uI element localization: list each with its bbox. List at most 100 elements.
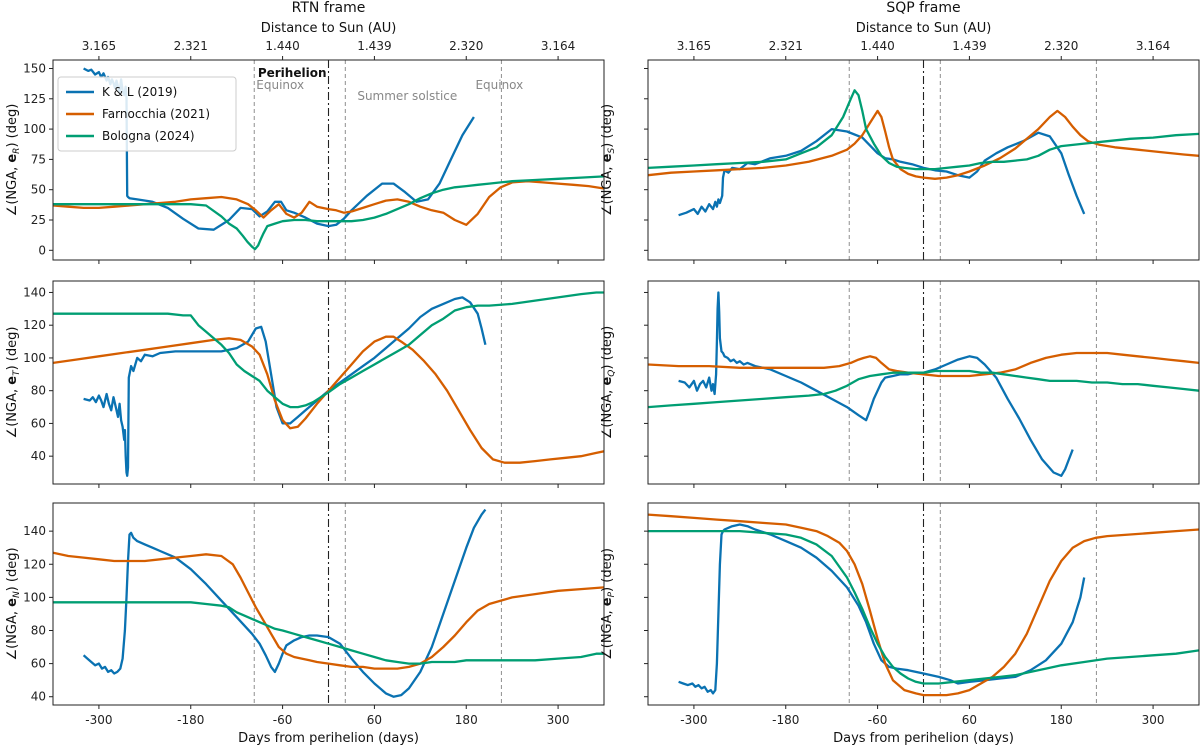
- y-axis-label-vector: e: [600, 153, 615, 162]
- series-line-far: [53, 335, 604, 464]
- y-tick-label: 150: [23, 61, 46, 75]
- y-axis-label-vector: e: [5, 598, 20, 607]
- series-line-bol: [648, 369, 1199, 409]
- y-axis-label-vector: e: [600, 377, 615, 386]
- x-tick-label: -180: [177, 713, 204, 727]
- y-tick-label: 40: [31, 449, 46, 463]
- panel-rtn-r: 0 25 50 75 100 125 150 ∠(NGA, eR) (deg): [5, 59, 605, 264]
- top-axis-label: Distance to Sun (AU): [856, 21, 992, 36]
- x-tick-label: 180: [455, 713, 478, 727]
- y-tick-label: 80: [31, 384, 46, 398]
- y-axis-label-tail: ) (deg): [600, 326, 615, 370]
- x-tick-label: -300: [680, 713, 707, 727]
- y-tick-label: 120: [23, 318, 46, 332]
- y-axis-label-sub: N: [12, 591, 22, 598]
- panel-frame: [52, 502, 605, 706]
- y-tick-label: 60: [31, 416, 46, 430]
- panel-frame: [647, 280, 1200, 485]
- y-tick-label: 100: [23, 590, 46, 604]
- y-tick-label: 80: [31, 623, 46, 637]
- series-line-kl: [678, 291, 1074, 477]
- y-axis-label-main: ∠(NGA,: [600, 606, 615, 660]
- column-title: RTN frame: [292, 0, 366, 16]
- y-axis-label: ∠(NGA, eQ) (deg): [600, 326, 617, 439]
- y-axis-label-tail: ) (deg): [5, 547, 20, 591]
- series-line-bol: [648, 89, 1199, 171]
- panel-frame: [647, 502, 1200, 706]
- y-axis-label-sub: S: [607, 148, 617, 154]
- y-tick-label: 60: [31, 657, 46, 671]
- y-tick-label: 75: [31, 152, 46, 166]
- panel-frame: [647, 59, 1200, 261]
- panel-frame: [52, 280, 605, 485]
- series-line-far: [53, 180, 604, 226]
- y-axis-label: ∠(NGA, eN) (deg): [5, 547, 22, 660]
- y-axis-label: ∠(NGA, eP) (deg): [600, 548, 617, 660]
- top-tick-label: 2.320: [449, 39, 483, 53]
- series-line-far: [53, 551, 604, 670]
- panel-sqp-p: -300 -180 -60 60 180 300 ∠(NGA, eP) (deg): [600, 502, 1200, 727]
- y-axis-label-main: ∠(NGA,: [5, 607, 20, 661]
- y-tick-label: 140: [23, 285, 46, 299]
- series-line-bol: [53, 601, 604, 665]
- top-tick-label: 3.165: [677, 39, 711, 53]
- y-axis-label-sub: T: [12, 369, 22, 376]
- legend-entry: Bologna (2024): [102, 129, 195, 143]
- x-tick-label: 300: [547, 713, 570, 727]
- x-tick-label: -60: [868, 713, 888, 727]
- event-label: Perihelion: [258, 66, 327, 80]
- panel-rtn-t: 40 60 80 100 120 140 ∠(NGA, eT) (deg): [5, 280, 605, 488]
- x-tick-label: -300: [85, 713, 112, 727]
- y-axis-label-sub: R: [12, 148, 22, 154]
- column-title: SQP frame: [886, 0, 960, 16]
- y-axis-label-tail: ) (deg): [5, 104, 20, 148]
- panel-sqp-s: ∠(NGA, eS) (deg): [600, 59, 1200, 264]
- y-axis-label-vector: e: [5, 376, 20, 385]
- y-axis-label-tail: ) (deg): [600, 548, 615, 592]
- y-tick-label: 140: [23, 524, 46, 538]
- event-label: Equinox: [475, 78, 523, 92]
- event-label: Summer solstice: [357, 89, 457, 103]
- y-tick-label: 100: [23, 351, 46, 365]
- x-tick-label: 60: [962, 713, 977, 727]
- y-tick-label: 50: [31, 183, 46, 197]
- event-label: Equinox: [256, 78, 304, 92]
- y-tick-label: 40: [31, 690, 46, 704]
- series-line-bol: [53, 175, 604, 251]
- y-axis-label-vector: e: [5, 154, 20, 163]
- y-tick-label: 100: [23, 122, 46, 136]
- x-tick-label: -180: [772, 713, 799, 727]
- y-axis-label-main: ∠(NGA,: [5, 163, 20, 217]
- top-tick-label: 1.439: [357, 39, 391, 53]
- top-tick-label: 1.439: [952, 39, 986, 53]
- y-axis-label: ∠(NGA, eT) (deg): [5, 327, 22, 439]
- series-line-kl: [83, 296, 487, 477]
- legend: K & L (2019) Farnocchia (2021) Bologna (20…: [57, 76, 237, 152]
- top-axis-label: Distance to Sun (AU): [261, 21, 397, 36]
- x-axis-label: Days from perihelion (days): [833, 731, 1014, 746]
- series-line-bol: [648, 529, 1199, 685]
- top-tick-label: 1.440: [265, 39, 299, 53]
- series-line-far: [648, 513, 1199, 697]
- top-tick-label: 2.320: [1044, 39, 1078, 53]
- legend-entry: Farnocchia (2021): [102, 107, 210, 121]
- y-axis-label-main: ∠(NGA,: [600, 162, 615, 216]
- y-axis-label-sub: P: [607, 591, 617, 597]
- series-line-bol: [53, 291, 604, 409]
- x-axis-label: Days from perihelion (days): [238, 731, 419, 746]
- y-axis-label: ∠(NGA, eS) (deg): [600, 104, 617, 216]
- x-tick-label: 60: [367, 713, 382, 727]
- series-line-far: [648, 109, 1199, 180]
- top-tick-label: 3.164: [1136, 39, 1170, 53]
- y-tick-label: 120: [23, 557, 46, 571]
- y-tick-label: 0: [38, 243, 46, 257]
- x-tick-label: 300: [1142, 713, 1165, 727]
- y-axis-label-main: ∠(NGA,: [5, 385, 20, 439]
- series-line-kl: [678, 127, 1086, 217]
- top-tick-label: 3.165: [82, 39, 116, 53]
- series-line-kl: [678, 523, 1086, 695]
- y-axis-label-sub: Q: [607, 370, 617, 377]
- series-line-kl: [82, 508, 487, 698]
- panel-frame: [52, 59, 605, 261]
